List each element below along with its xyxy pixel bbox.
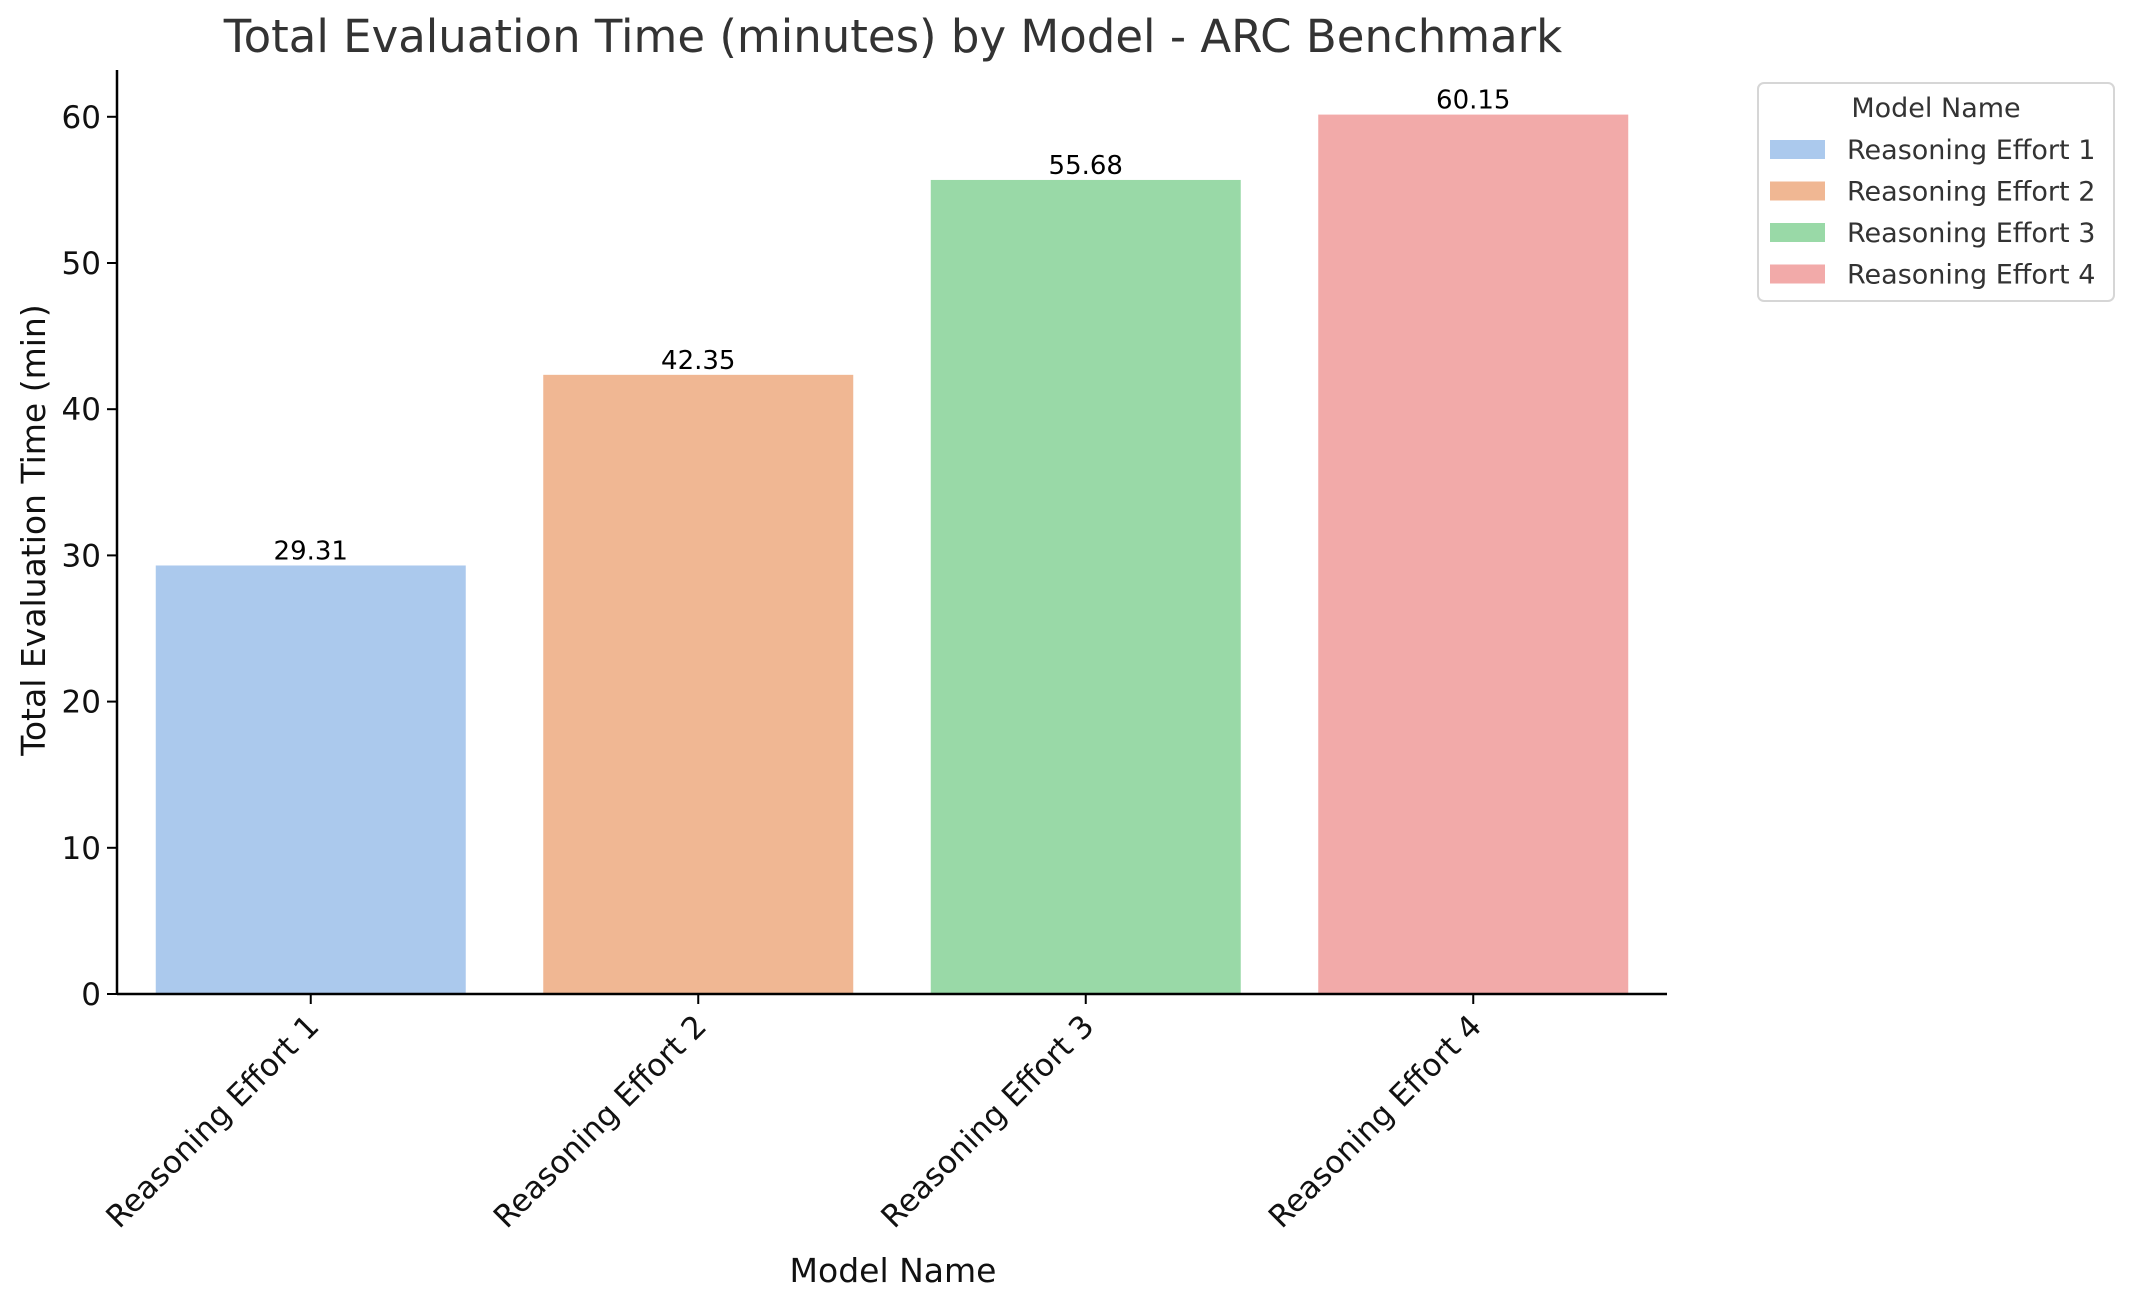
x-axis-label: Model Name [790,1251,997,1290]
legend: Model Name Reasoning Effort 1 Reasoning Ef… [1757,82,2115,302]
x-tick-label: Reasoning Effort 3 [874,1008,1101,1235]
bar-value-label: 42.35 [661,346,735,376]
legend-entry-label: Reasoning Effort 3 [1847,218,2095,249]
x-tick-label: Reasoning Effort 1 [99,1008,326,1235]
legend-swatch [1770,140,1825,159]
legend-title: Model Name [1851,93,2020,124]
y-tick-label: 20 [62,685,101,721]
legend-box [1757,82,2115,302]
legend-swatch [1770,181,1825,201]
y-tick-label: 0 [81,977,101,1013]
y-tick-label: 50 [62,246,101,282]
bar [1318,114,1629,994]
legend-entry-label: Reasoning Effort 2 [1847,177,2095,208]
plot-area: 29.31 42.35 55.68 60.15 0 10 20 30 40 50 60 Reasoni… [62,70,1667,1235]
y-axis-label: Total Evaluation Time (min) [14,304,53,756]
bar-value-label: 60.15 [1436,86,1510,116]
x-tick-label: Reasoning Effort 4 [1262,1008,1489,1235]
bar-value-label: 29.31 [274,536,348,566]
legend-swatch [1770,264,1825,284]
x-tick-label: Reasoning Effort 2 [487,1008,714,1235]
y-tick-label: 40 [62,392,101,428]
bar [155,565,466,994]
y-tick-label: 60 [62,100,101,136]
chart-title: Total Evaluation Time (minutes) by Model… [223,10,1562,63]
legend-entry-label: Reasoning Effort 1 [1847,135,2095,166]
y-tick-label: 30 [62,538,101,574]
bar [930,179,1241,994]
bar-value-label: 55.68 [1049,151,1123,181]
legend-entry-label: Reasoning Effort 4 [1847,260,2095,291]
legend-swatch [1770,223,1825,242]
bar [543,374,854,994]
y-tick-label: 10 [62,831,101,867]
